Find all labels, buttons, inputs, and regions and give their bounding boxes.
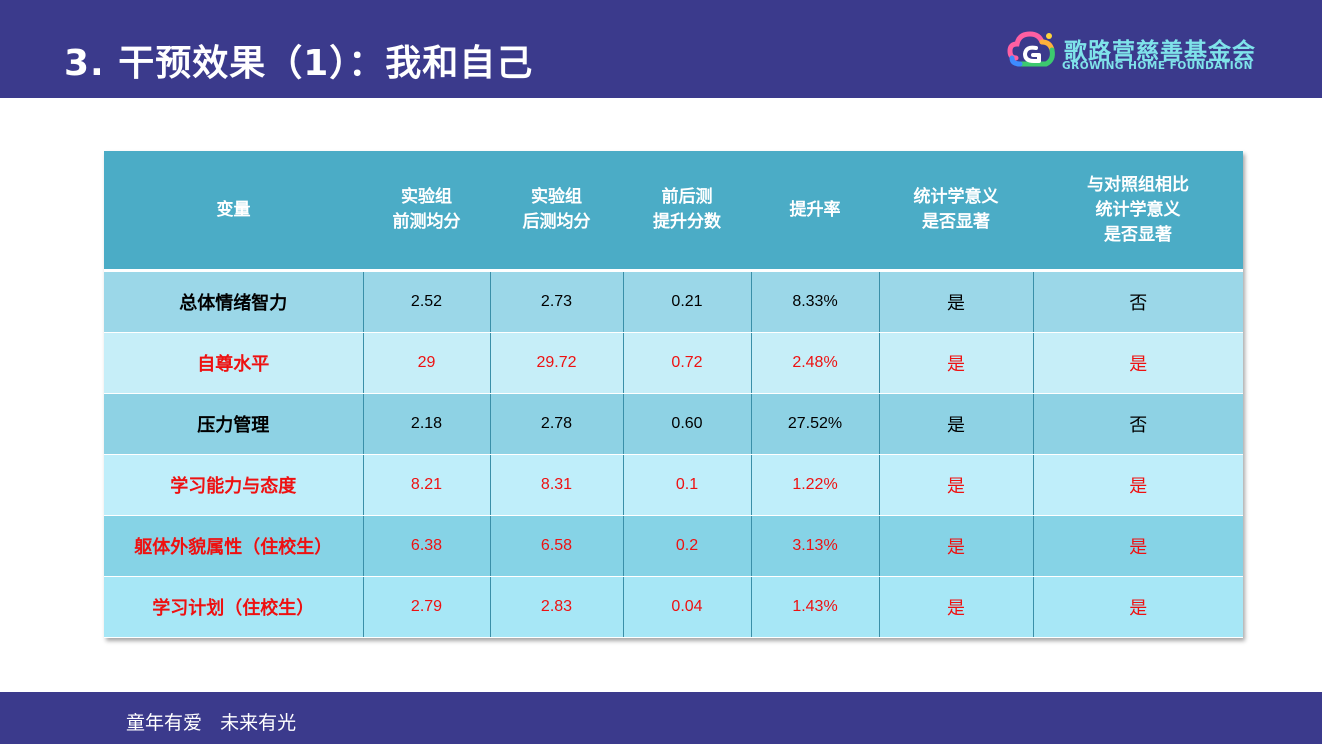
column-header: 提升率	[751, 151, 879, 272]
table-body: 总体情绪智力 2.52 2.73 0.21 8.33% 是否自尊水平 29 29.72 0.72…	[104, 270, 1243, 638]
table-cell-vs-control: 是	[1033, 515, 1243, 577]
table-cell-vs-control: 否	[1033, 393, 1243, 455]
page-title: 3. 干预效果（1）：我和自己	[64, 43, 534, 84]
column-header: 实验组 前测均分	[363, 151, 490, 272]
footer-bar: 童年有爱 未来有光	[0, 692, 1322, 744]
table-cell-significant: 是	[879, 454, 1034, 516]
table-cell-post: 2.78	[490, 393, 624, 455]
table-cell-pre: 2.18	[363, 393, 491, 455]
table-cell-significant: 是	[879, 393, 1034, 455]
table-cell-significant: 是	[879, 576, 1034, 638]
table-cell-gain: 0.72	[623, 332, 752, 394]
table-row: 总体情绪智力 2.52 2.73 0.21 8.33% 是否	[104, 270, 1243, 333]
column-header: 实验组 后测均分	[490, 151, 623, 272]
variable-cell: 总体情绪智力	[104, 270, 364, 333]
table-header-row: 变量 实验组 前测均分 实验组 后测均分 前后测 提升分数 提升率 统计学意义 是否显著 与对照组相…	[104, 151, 1243, 272]
table-cell-rate: 2.48%	[751, 332, 880, 394]
table-cell-pre: 29	[363, 332, 491, 394]
table-cell-post: 2.83	[490, 576, 624, 638]
table-row: 学习计划（住校生） 2.79 2.83 0.04 1.43% 是是	[104, 576, 1243, 638]
table-cell-pre: 8.21	[363, 454, 491, 516]
variable-cell: 躯体外貌属性（住校生）	[104, 515, 364, 577]
table-cell-pre: 6.38	[363, 515, 491, 577]
column-header: 前后测 提升分数	[623, 151, 751, 272]
footer-slogan: 童年有爱 未来有光	[126, 712, 297, 734]
column-header: 变量	[104, 151, 363, 272]
table-row: 躯体外貌属性（住校生） 6.38 6.58 0.2 3.13% 是是	[104, 515, 1243, 577]
header-bar: 3. 干预效果（1）：我和自己 歌路营慈善基金会 GROWING HOME FO…	[0, 0, 1322, 98]
logo-english-text: GROWING HOME FOUNDATION	[1062, 60, 1253, 72]
logo-mark-icon	[1007, 31, 1055, 67]
table-cell-rate: 3.13%	[751, 515, 880, 577]
table-cell-pre: 2.52	[363, 270, 491, 333]
table-row: 学习能力与态度 8.21 8.31 0.1 1.22% 是是	[104, 454, 1243, 516]
table-cell-post: 6.58	[490, 515, 624, 577]
table-row: 压力管理 2.18 2.78 0.60 27.52% 是否	[104, 393, 1243, 455]
table-cell-vs-control: 是	[1033, 576, 1243, 638]
table-cell-rate: 8.33%	[751, 270, 880, 333]
variable-cell: 自尊水平	[104, 332, 364, 394]
table-cell-rate: 1.43%	[751, 576, 880, 638]
variable-cell: 学习能力与态度	[104, 454, 364, 516]
table-cell-vs-control: 否	[1033, 270, 1243, 333]
variable-cell: 学习计划（住校生）	[104, 576, 364, 638]
table-cell-significant: 是	[879, 515, 1034, 577]
variable-cell: 压力管理	[104, 393, 364, 455]
results-table: 变量 实验组 前测均分 实验组 后测均分 前后测 提升分数 提升率 统计学意义 是否显著 与对照组相…	[104, 151, 1243, 638]
results-table-container: 变量 实验组 前测均分 实验组 后测均分 前后测 提升分数 提升率 统计学意义 是否显著 与对照组相…	[104, 151, 1243, 638]
column-header: 统计学意义 是否显著	[879, 151, 1033, 272]
table-cell-gain: 0.1	[623, 454, 752, 516]
table-cell-rate: 27.52%	[751, 393, 880, 455]
table-cell-vs-control: 是	[1033, 332, 1243, 394]
table-cell-significant: 是	[879, 332, 1034, 394]
table-cell-rate: 1.22%	[751, 454, 880, 516]
column-header: 与对照组相比 统计学意义 是否显著	[1033, 151, 1243, 272]
table-cell-vs-control: 是	[1033, 454, 1243, 516]
table-cell-post: 29.72	[490, 332, 624, 394]
table-cell-gain: 0.04	[623, 576, 752, 638]
table-row: 自尊水平 29 29.72 0.72 2.48% 是是	[104, 332, 1243, 394]
table-cell-post: 2.73	[490, 270, 624, 333]
table-cell-pre: 2.79	[363, 576, 491, 638]
foundation-logo: 歌路营慈善基金会 GROWING HOME FOUNDATION	[1006, 28, 1256, 76]
logo-chinese-text: 歌路营慈善基金会	[1064, 39, 1256, 65]
table-cell-significant: 是	[879, 270, 1034, 333]
table-cell-gain: 0.21	[623, 270, 752, 333]
table-cell-post: 8.31	[490, 454, 624, 516]
table-cell-gain: 0.60	[623, 393, 752, 455]
table-cell-gain: 0.2	[623, 515, 752, 577]
